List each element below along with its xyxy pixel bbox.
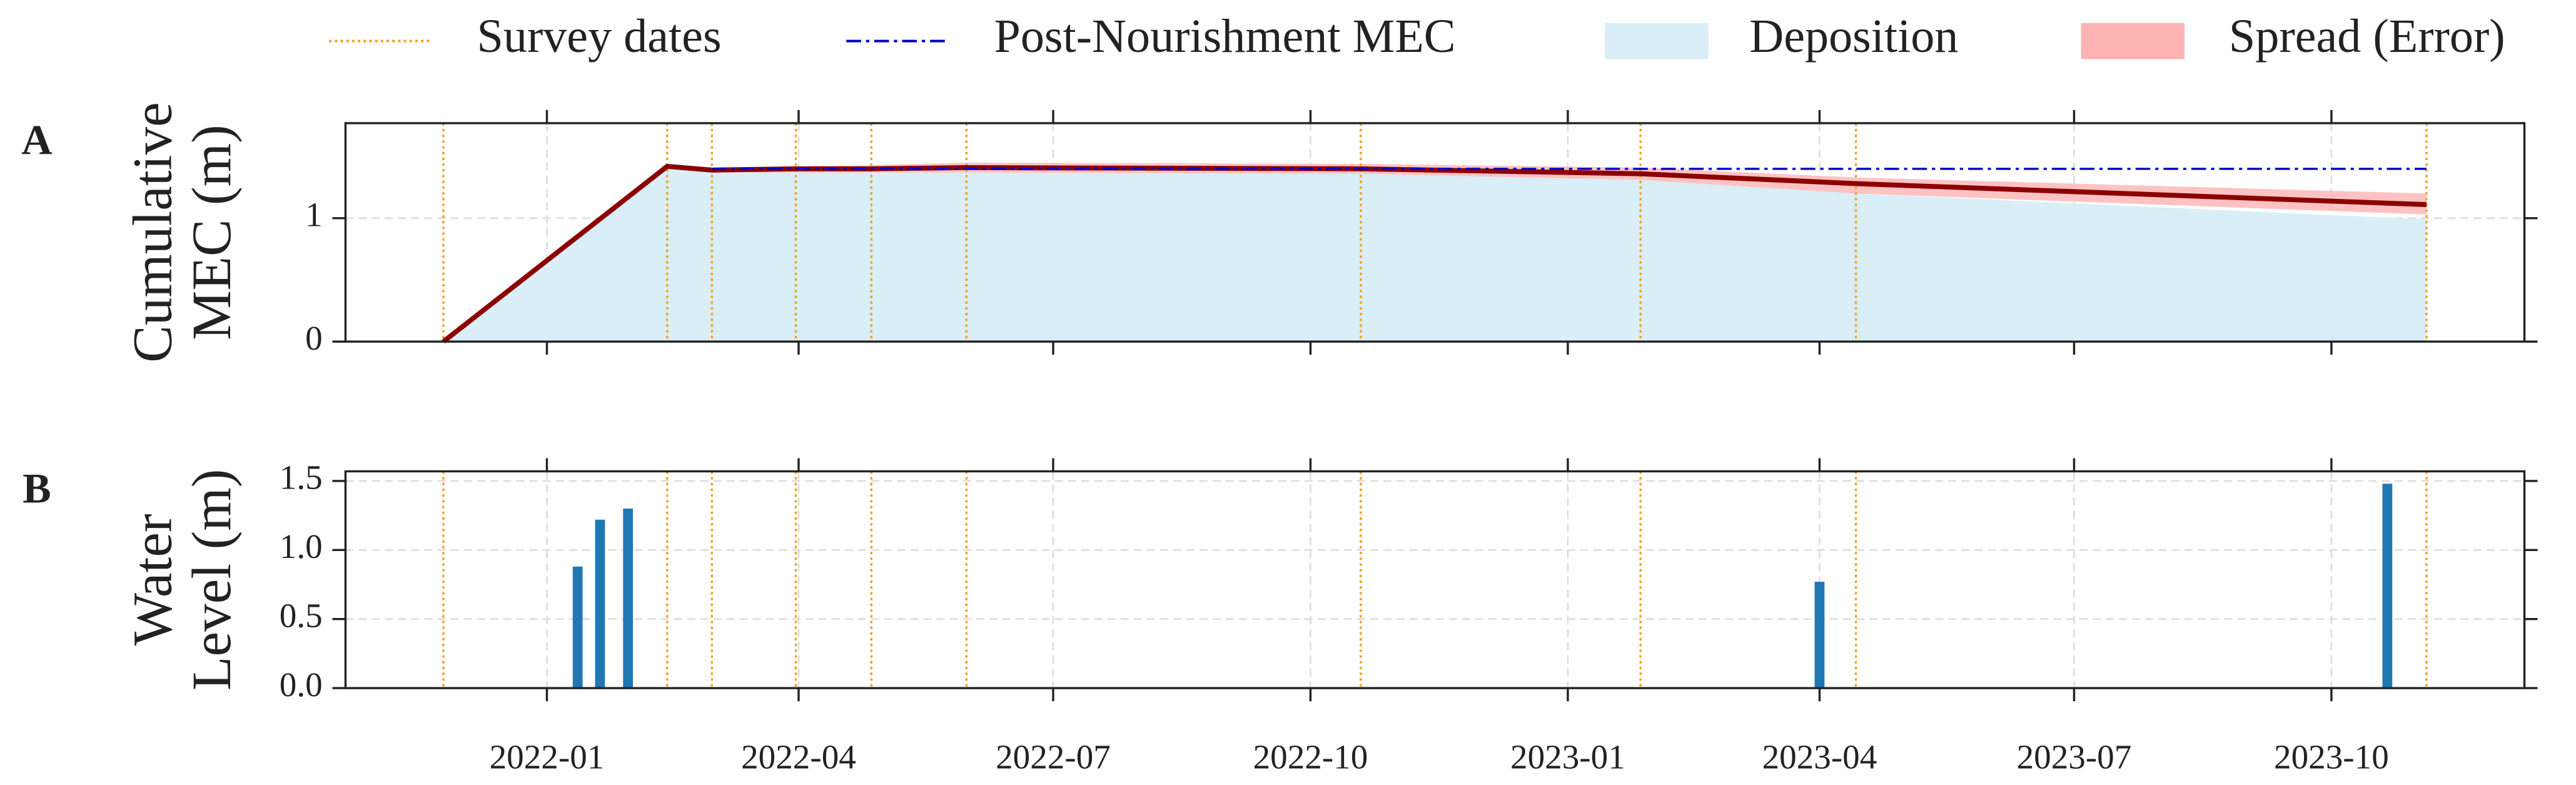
legend-label: Deposition xyxy=(1749,10,1958,63)
panel-label: A xyxy=(21,116,52,164)
x-tick-label: 2023-07 xyxy=(2017,737,2132,776)
band xyxy=(443,168,2427,342)
bar xyxy=(595,519,605,689)
panel-label: B xyxy=(23,464,51,512)
legend-swatch xyxy=(2081,23,2185,59)
y-tick-label: 1.0 xyxy=(280,527,323,565)
legend-swatch xyxy=(1605,23,1709,59)
y-tick-label: 1.5 xyxy=(280,458,323,497)
legend-label: Spread (Error) xyxy=(2229,10,2505,63)
x-tick-label: 2022-07 xyxy=(996,737,1111,776)
y-tick-label: 1 xyxy=(305,195,323,233)
legend-label: Post-Nourishment MEC xyxy=(994,10,1456,63)
bar xyxy=(572,566,583,689)
axes-frame xyxy=(344,122,2526,343)
x-tick-label: 2023-10 xyxy=(2274,737,2389,776)
legend-label: Survey dates xyxy=(477,10,721,63)
bar xyxy=(2382,484,2393,689)
y-tick-label: 0.5 xyxy=(280,596,323,634)
x-tick-label: 2023-04 xyxy=(1762,737,1877,776)
y-tick-label: 0 xyxy=(305,319,323,357)
x-tick-label: 2022-04 xyxy=(741,737,856,776)
y-axis-label: MEC (m) xyxy=(181,124,243,340)
x-tick-label: 2022-01 xyxy=(490,737,605,776)
y-axis-label: Water xyxy=(122,514,184,646)
x-tick-label: 2022-10 xyxy=(1253,737,1368,776)
axes-frame xyxy=(344,470,2526,689)
x-tick-label: 2023-01 xyxy=(1510,737,1625,776)
y-axis-label: Level (m) xyxy=(181,469,243,691)
y-axis-label: Cumulative xyxy=(122,102,184,362)
bar xyxy=(1814,582,1825,689)
y-tick-label: 0.0 xyxy=(280,666,323,704)
bar xyxy=(623,509,634,689)
